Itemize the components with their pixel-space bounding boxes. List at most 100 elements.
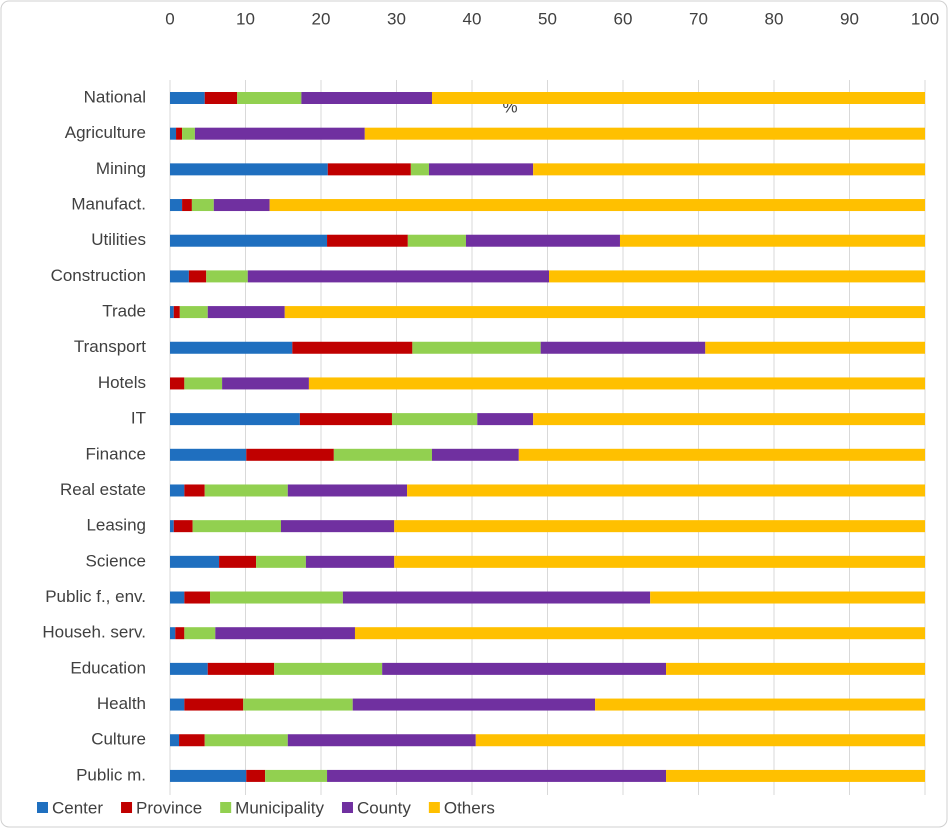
x-tick-label: 70: [689, 9, 708, 28]
bar-segment: [595, 698, 925, 711]
bar-segment: [204, 92, 238, 104]
bar-segment: [431, 92, 925, 104]
x-tick-label: 40: [463, 9, 482, 28]
bar-segment: [666, 662, 925, 675]
bar-segment: [170, 377, 185, 390]
x-tick-label: 0: [165, 9, 174, 28]
y-tick-label: Construction: [51, 266, 146, 285]
legend-label: Province: [136, 798, 202, 817]
bar-segment: [407, 234, 466, 247]
bar-segment: [210, 591, 343, 604]
x-tick-label: 50: [538, 9, 557, 28]
bar-segment: [287, 484, 408, 497]
bar-segment: [301, 92, 432, 104]
bar-segment: [219, 555, 257, 568]
bar-segment: [540, 341, 706, 354]
bar-segment: [184, 377, 223, 390]
y-tick-label: Hotels: [98, 373, 146, 392]
bar-segment: [407, 484, 925, 497]
y-tick-label: Health: [97, 694, 146, 713]
y-tick-label: IT: [131, 409, 146, 428]
bar-segment: [412, 341, 541, 354]
bar-segment: [280, 520, 395, 533]
bar-segment: [247, 270, 550, 283]
bar-segment: [170, 163, 328, 176]
y-tick-label: Trade: [102, 302, 146, 321]
y-tick-label: Culture: [91, 730, 146, 749]
bar-segment: [170, 127, 177, 140]
bar-segment: [342, 591, 651, 604]
bar-segment: [256, 555, 306, 568]
bar-segment: [175, 627, 185, 640]
y-tick-label: Finance: [86, 444, 146, 463]
legend-label: Municipality: [235, 798, 324, 817]
bar-segment: [237, 92, 302, 104]
y-tick-label: Mining: [96, 159, 146, 178]
bar-segment: [215, 627, 355, 640]
bar-segment: [184, 591, 211, 604]
bar-segment: [428, 163, 534, 176]
bar-segment: [194, 127, 365, 140]
x-tick-label: 60: [614, 9, 633, 28]
bar-segment: [533, 163, 925, 176]
y-tick-label: Agriculture: [65, 123, 146, 142]
bar-segment: [182, 199, 192, 212]
bar-segment: [206, 270, 248, 283]
bar-segment: [170, 484, 185, 497]
legend-swatch: [37, 802, 48, 813]
bar-segment: [179, 306, 208, 319]
bar-segment: [243, 698, 353, 711]
legend-swatch: [121, 802, 133, 813]
bar-segment: [477, 413, 534, 426]
y-tick-label: Public f., env.: [45, 587, 146, 606]
bar-segment: [650, 591, 925, 604]
bar-segment: [287, 734, 476, 747]
bar-segment: [308, 377, 925, 390]
bar-segment: [207, 306, 285, 319]
bar-segment: [170, 734, 180, 747]
bar-segment: [170, 234, 328, 247]
bar-segment: [184, 484, 205, 497]
bar-segment: [327, 769, 667, 782]
bar-segment: [705, 341, 925, 354]
bar-segment: [204, 734, 288, 747]
bar-segment: [364, 127, 925, 140]
bar-segment: [246, 448, 334, 461]
y-tick-label: Leasing: [86, 516, 146, 535]
bar-segment: [410, 163, 429, 176]
bar-segment: [173, 520, 193, 533]
bar-segment: [204, 484, 288, 497]
bar-segment: [382, 662, 667, 675]
y-tick-label: Transport: [74, 337, 146, 356]
bar-segment: [170, 270, 189, 283]
bar-segment: [475, 734, 925, 747]
bar-segment: [170, 520, 174, 533]
legend-label: Others: [444, 798, 495, 817]
bar-segment: [170, 698, 185, 711]
bar-segment: [207, 662, 275, 675]
x-tick-label: 90: [840, 9, 859, 28]
bar-segment: [170, 591, 185, 604]
bar-segment: [176, 127, 183, 140]
bar-segment: [394, 520, 925, 533]
bar-segment: [170, 199, 183, 212]
bar-segment: [305, 555, 395, 568]
x-tick-label: 80: [765, 9, 784, 28]
bar-segment: [333, 448, 432, 461]
y-tick-label: National: [84, 87, 146, 106]
bar-segment: [170, 306, 174, 319]
y-tick-label: Manufact.: [71, 195, 146, 214]
bar-segment: [394, 555, 925, 568]
bar-segment: [173, 306, 180, 319]
bar-segment: [299, 413, 392, 426]
y-tick-label: Science: [86, 551, 146, 570]
bar-segment: [213, 199, 270, 212]
bar-segment: [549, 270, 925, 283]
bar-segment: [170, 627, 176, 640]
bar-segment: [269, 199, 925, 212]
bar-segment: [170, 341, 293, 354]
x-tick-label: 100: [911, 9, 939, 28]
bar-segment: [170, 769, 247, 782]
bar-segment: [184, 698, 244, 711]
